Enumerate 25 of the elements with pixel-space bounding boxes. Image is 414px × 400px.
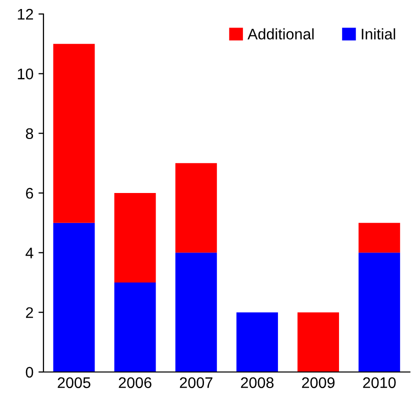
bar xyxy=(114,282,156,372)
y-tick-label: 8 xyxy=(26,128,34,140)
x-tick-label: 2009 xyxy=(302,377,335,388)
y-tick-label: 12 xyxy=(18,8,33,20)
bar xyxy=(175,163,217,253)
x-tick-label: 2005 xyxy=(58,377,90,388)
legend-label: Additional xyxy=(248,28,314,40)
x-tick-label: 2008 xyxy=(240,377,274,388)
y-tick-label: 6 xyxy=(26,188,34,199)
y-tick-label: 2 xyxy=(26,307,33,318)
bar xyxy=(358,222,400,253)
x-tick-label: 2007 xyxy=(180,377,212,388)
bar xyxy=(358,252,400,372)
x-tick-label: 2006 xyxy=(118,377,152,388)
y-tick-label: 0 xyxy=(26,366,34,378)
legend-label: Initial xyxy=(362,28,396,40)
bar xyxy=(236,312,278,372)
x-tick-label: 2010 xyxy=(363,377,396,388)
y-tick-label: 10 xyxy=(18,68,34,80)
bar xyxy=(175,252,217,372)
y-tick-label: 4 xyxy=(26,248,34,258)
bar xyxy=(298,312,340,372)
bar xyxy=(53,222,95,372)
bar xyxy=(114,193,156,282)
bar xyxy=(53,44,95,223)
